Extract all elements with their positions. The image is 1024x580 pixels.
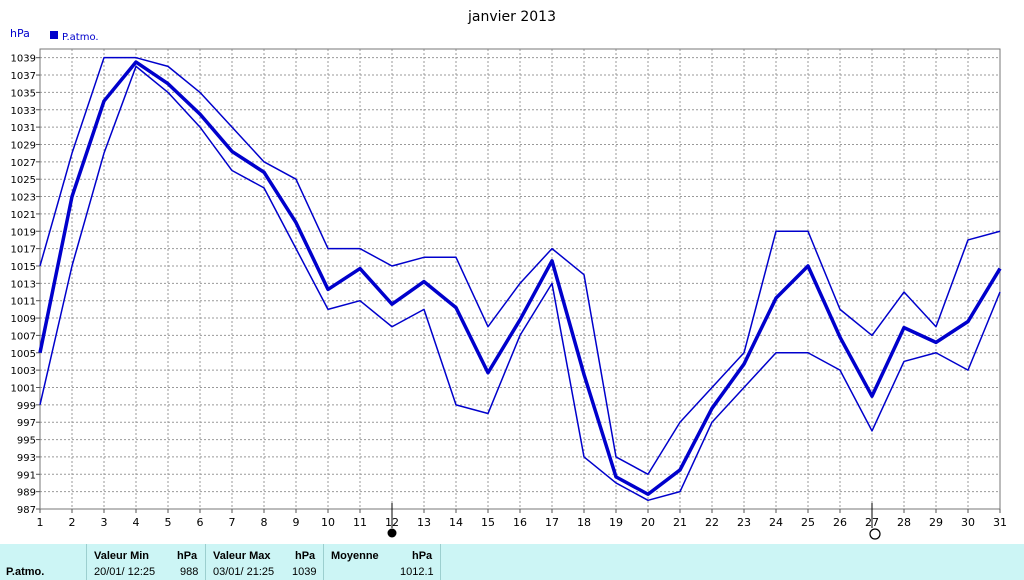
max-value: 1039 — [292, 566, 317, 578]
panel-row-label: P.atmo. — [6, 566, 45, 578]
x-tick-label: 14 — [449, 516, 463, 529]
series-line-max — [39, 56, 1001, 476]
y-tick-label: 1031 — [11, 123, 36, 134]
x-tick-label: 26 — [833, 516, 847, 529]
x-tick-label: 22 — [705, 516, 719, 529]
x-tick-label: 31 — [993, 516, 1007, 529]
x-tick-label: 19 — [609, 516, 623, 529]
grid — [39, 49, 1001, 510]
x-tick-label: 21 — [673, 516, 687, 529]
y-tick-label: 991 — [17, 470, 36, 481]
panel-separator — [86, 544, 87, 580]
panel-separator — [323, 544, 324, 580]
pressure-chart: janvier 2013 hPa P.atmo. 987989991993995… — [10, 9, 1007, 540]
x-tick-label: 29 — [929, 516, 943, 529]
x-tick-label: 4 — [133, 516, 140, 529]
legend-label: P.atmo. — [62, 32, 99, 43]
x-tick-label: 8 — [261, 516, 268, 529]
x-tick-label: 30 — [961, 516, 975, 529]
y-tick-label: 1029 — [11, 140, 36, 151]
y-tick-label: 989 — [17, 488, 36, 499]
x-tick-label: 7 — [229, 516, 236, 529]
y-tick-label: 995 — [17, 436, 36, 447]
y-tick-label: 1017 — [11, 245, 36, 256]
y-tick-label: 1023 — [11, 193, 36, 204]
y-axis: 987 989 991 993 995 997 999 1001 1003 1005 1007 100… — [11, 54, 40, 516]
y-axis-unit: hPa — [10, 27, 30, 40]
chart-title: janvier 2013 — [467, 9, 556, 25]
x-tick-label: 28 — [897, 516, 911, 529]
min-unit: hPa — [177, 550, 198, 562]
avg-unit: hPa — [412, 550, 433, 562]
x-tick-label: 16 — [513, 516, 527, 529]
y-tick-label: 999 — [17, 401, 36, 412]
x-tick-label: 1 — [37, 516, 44, 529]
x-tick-label: 18 — [577, 516, 591, 529]
full-moon-icon — [869, 528, 881, 540]
y-tick-label: 1035 — [11, 88, 36, 99]
y-tick-label: 1003 — [11, 366, 36, 377]
y-tick-label: 1027 — [11, 158, 36, 169]
x-tick-label: 20 — [641, 516, 655, 529]
x-tick-label: 23 — [737, 516, 751, 529]
y-tick-label: 1013 — [11, 279, 36, 290]
x-tick-label: 5 — [165, 516, 172, 529]
max-unit: hPa — [295, 550, 316, 562]
x-tick-label: 25 — [801, 516, 815, 529]
y-tick-label: 1007 — [11, 331, 36, 342]
series-line-min — [39, 65, 1001, 502]
x-tick-label: 6 — [197, 516, 204, 529]
avg-header: Moyenne — [331, 550, 379, 562]
x-tick-label: 17 — [545, 516, 559, 529]
y-tick-label: 1033 — [11, 106, 36, 117]
x-tick-label: 15 — [481, 516, 495, 529]
y-tick-label: 987 — [17, 505, 36, 516]
y-tick-label: 1001 — [11, 383, 36, 394]
legend-swatch — [50, 31, 58, 39]
y-tick-label: 1015 — [11, 262, 36, 273]
x-tick-label: 24 — [769, 516, 783, 529]
x-axis: 1 2 3 4 5 6 7 8 9 10 11 12 13 14 15 16 17 18 19 20 21 22 23 24 2… — [37, 509, 1007, 529]
panel-separator — [440, 544, 441, 580]
x-tick-label: 3 — [101, 516, 108, 529]
new-moon-icon — [387, 528, 397, 538]
max-header: Valeur Max — [213, 550, 271, 562]
x-tick-label: 11 — [353, 516, 367, 529]
avg-value: 1012.1 — [400, 566, 434, 578]
y-tick-label: 1021 — [11, 210, 36, 221]
min-value: 988 — [180, 566, 199, 578]
moon-markers — [387, 503, 881, 540]
series-lines — [38, 56, 1002, 502]
y-tick-label: 993 — [17, 453, 36, 464]
y-tick-label: 1037 — [11, 71, 36, 82]
y-tick-label: 1009 — [11, 314, 36, 325]
y-tick-label: 1019 — [11, 227, 36, 238]
x-tick-label: 13 — [417, 516, 431, 529]
series-line-mean — [38, 60, 1002, 496]
y-tick-label: 1005 — [11, 349, 36, 360]
y-tick-label: 1039 — [11, 54, 36, 65]
max-datetime: 03/01/ 21:25 — [213, 566, 275, 578]
min-header: Valeur Min — [94, 550, 150, 562]
y-tick-label: 1011 — [11, 297, 36, 308]
panel-separator — [205, 544, 206, 580]
y-tick-label: 997 — [17, 418, 36, 429]
min-datetime: 20/01/ 12:25 — [94, 566, 156, 578]
stats-panel: P.atmo. Valeur Min hPa 20/01/ 12:25 988 … — [0, 544, 1024, 580]
x-tick-label: 9 — [293, 516, 300, 529]
y-tick-label: 1025 — [11, 175, 36, 186]
x-tick-label: 2 — [69, 516, 76, 529]
x-tick-label: 10 — [321, 516, 335, 529]
